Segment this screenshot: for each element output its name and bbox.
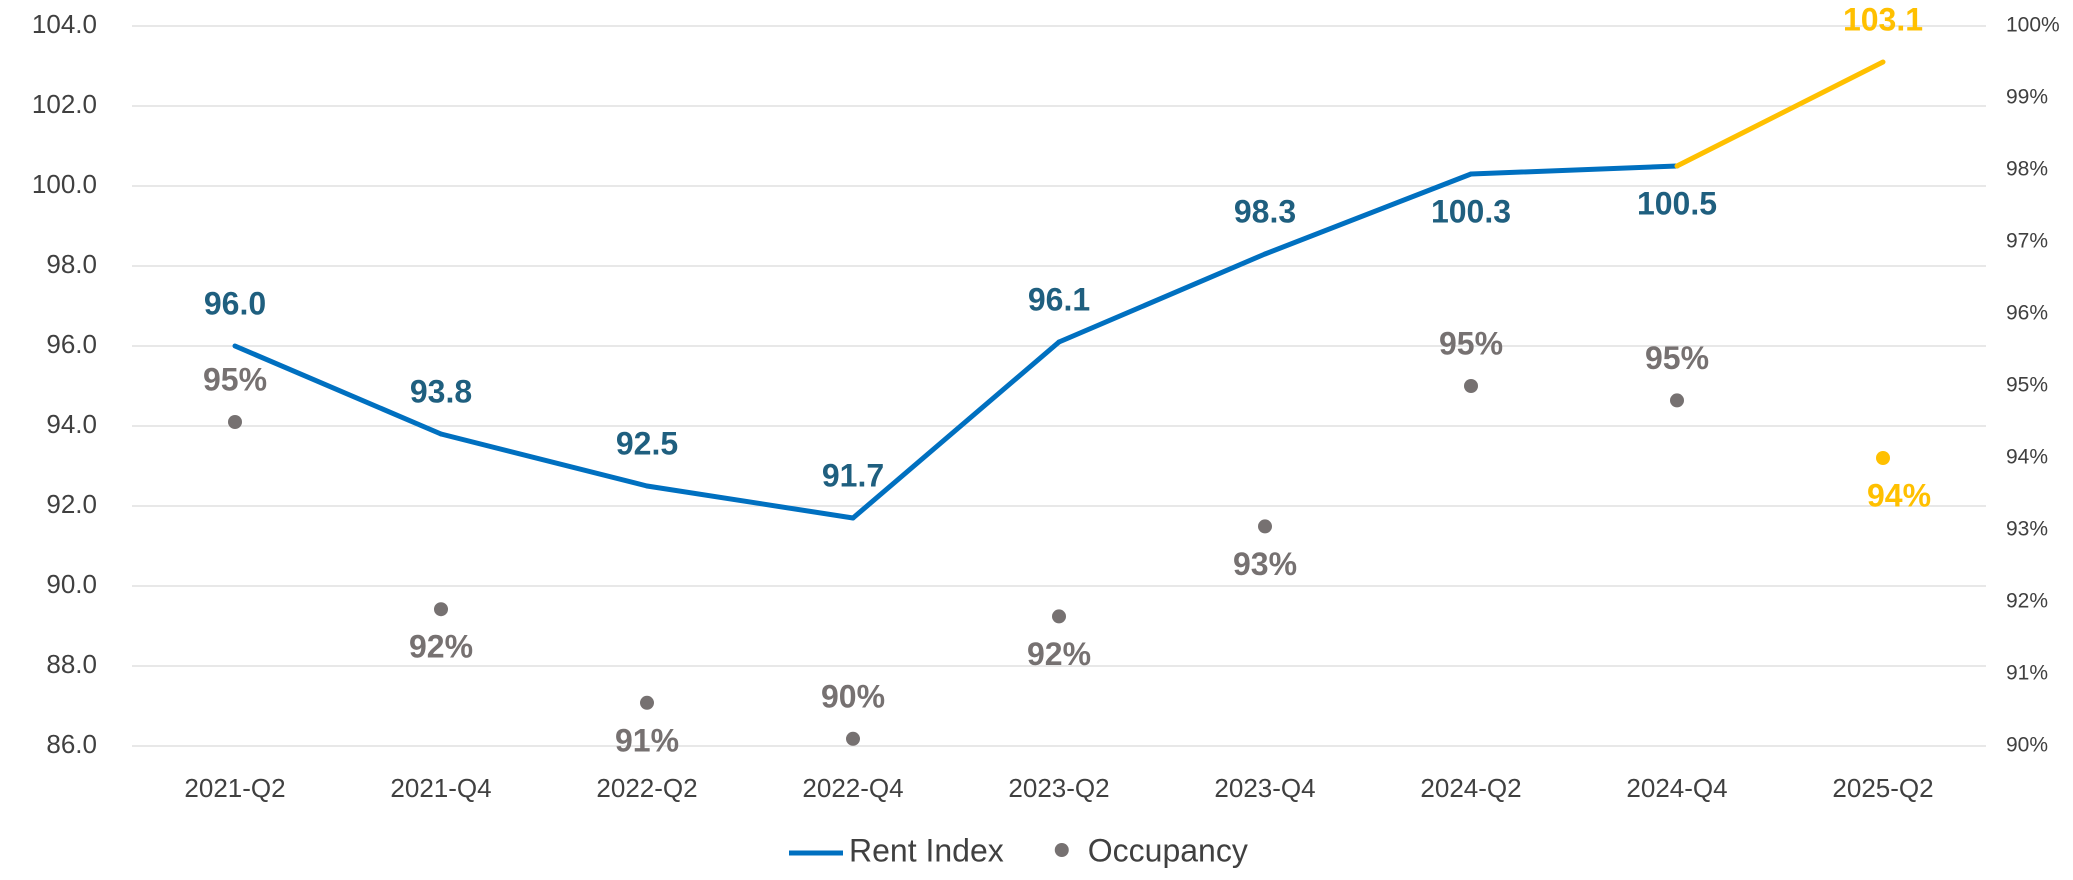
x-tick-label: 2021-Q4 bbox=[390, 773, 491, 803]
legend-label: Occupancy bbox=[1088, 832, 1248, 868]
x-tick-label: 2024-Q2 bbox=[1420, 773, 1521, 803]
line-segment bbox=[644, 483, 856, 521]
data-label: 100.3 bbox=[1431, 193, 1511, 229]
x-tick-label: 2024-Q4 bbox=[1626, 773, 1727, 803]
x-tick-label: 2021-Q2 bbox=[184, 773, 285, 803]
y-tick-label: 88.0 bbox=[46, 649, 97, 679]
occupancy-point bbox=[1464, 379, 1478, 393]
line-segment bbox=[438, 431, 650, 489]
line-segment bbox=[1674, 59, 1886, 169]
data-label: 94% bbox=[1867, 477, 1931, 513]
legend-label: Rent Index bbox=[849, 832, 1004, 868]
data-label: 95% bbox=[1439, 325, 1503, 361]
line-segment bbox=[1468, 163, 1680, 177]
y-tick-label: 94.0 bbox=[46, 409, 97, 439]
data-label: 90% bbox=[821, 678, 885, 714]
line-segment bbox=[1056, 251, 1268, 345]
occupancy-point bbox=[846, 731, 860, 746]
y2-tick-label: 94% bbox=[2006, 446, 2048, 469]
data-label: 93.8 bbox=[410, 373, 472, 409]
data-label: 93% bbox=[1233, 546, 1297, 582]
occupancy-point bbox=[1876, 451, 1890, 465]
data-label: 96.0 bbox=[204, 285, 266, 321]
y-tick-label: 86.0 bbox=[46, 729, 97, 759]
y2-tick-label: 100% bbox=[2006, 14, 2060, 37]
occupancy-point bbox=[434, 602, 448, 617]
occupancy-point bbox=[1052, 609, 1066, 624]
y-tick-label: 96.0 bbox=[46, 329, 97, 359]
y2-tick-label: 98% bbox=[2006, 158, 2048, 181]
y-tick-label: 104.0 bbox=[32, 9, 97, 39]
x-tick-label: 2022-Q4 bbox=[802, 773, 903, 803]
y-tick-label: 90.0 bbox=[46, 569, 97, 599]
y2-tick-label: 96% bbox=[2006, 302, 2048, 325]
y-tick-label: 98.0 bbox=[46, 249, 97, 279]
occupancy-point bbox=[1670, 393, 1684, 408]
data-label: 96.1 bbox=[1028, 281, 1090, 317]
data-label: 98.3 bbox=[1234, 193, 1296, 229]
data-label: 92.5 bbox=[616, 425, 678, 461]
data-label: 92% bbox=[409, 629, 473, 665]
legend-swatch bbox=[1054, 843, 1069, 857]
line-segment bbox=[1262, 171, 1474, 257]
y2-tick-label: 90% bbox=[2006, 734, 2048, 757]
y-tick-label: 102.0 bbox=[32, 89, 97, 119]
y2-tick-label: 99% bbox=[2006, 86, 2048, 109]
x-tick-label: 2023-Q4 bbox=[1214, 773, 1315, 803]
data-label: 92% bbox=[1027, 636, 1091, 672]
occupancy-point bbox=[640, 695, 654, 710]
data-label: 91.7 bbox=[822, 457, 884, 493]
data-label: 95% bbox=[1645, 340, 1709, 376]
y2-tick-label: 92% bbox=[2006, 590, 2048, 613]
y2-tick-label: 95% bbox=[2006, 374, 2048, 397]
y2-tick-label: 91% bbox=[2006, 662, 2048, 685]
x-tick-label: 2025-Q2 bbox=[1832, 773, 1933, 803]
data-label: 95% bbox=[203, 361, 267, 397]
x-tick-label: 2023-Q2 bbox=[1008, 773, 1109, 803]
y-tick-label: 100.0 bbox=[32, 169, 97, 199]
occupancy-point bbox=[228, 415, 242, 429]
line-segment bbox=[232, 343, 444, 437]
y2-tick-label: 93% bbox=[2006, 518, 2048, 541]
line-segment bbox=[850, 339, 1062, 521]
data-label: 100.5 bbox=[1637, 185, 1717, 221]
y2-tick-label: 97% bbox=[2006, 230, 2048, 253]
data-label: 103.1 bbox=[1843, 1, 1923, 37]
occupancy-point bbox=[1258, 519, 1272, 534]
y-tick-label: 92.0 bbox=[46, 489, 97, 519]
x-tick-label: 2022-Q2 bbox=[596, 773, 697, 803]
data-label: 91% bbox=[615, 722, 679, 758]
